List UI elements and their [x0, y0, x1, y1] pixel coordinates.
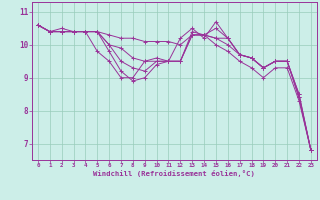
X-axis label: Windchill (Refroidissement éolien,°C): Windchill (Refroidissement éolien,°C) — [93, 170, 255, 177]
